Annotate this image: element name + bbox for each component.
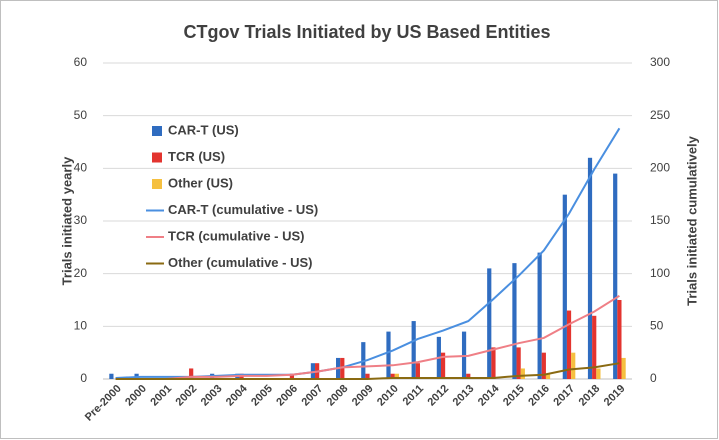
bar [566, 310, 572, 379]
bar [621, 357, 626, 379]
bar [440, 352, 446, 379]
bar [466, 373, 471, 379]
legend-label: Other (cumulative - US) [168, 255, 312, 270]
bar [512, 263, 517, 379]
bar [415, 363, 420, 379]
bar [537, 252, 542, 379]
bar [596, 368, 601, 379]
bar [340, 357, 345, 379]
legend-label: TCR (US) [168, 149, 225, 164]
y2-tick-label: 250 [650, 108, 670, 122]
line [115, 294, 620, 380]
y2-tick-label: 200 [650, 161, 670, 175]
bar [365, 373, 370, 379]
y-tick-label: 40 [74, 161, 88, 175]
y2-tick-label: 150 [650, 213, 670, 227]
y-tick-label: 20 [74, 266, 88, 280]
bar [587, 157, 593, 379]
bar [541, 352, 546, 379]
bar [571, 352, 576, 379]
legend-swatch [152, 179, 162, 189]
chart-title: CTgov Trials Initiated by US Based Entit… [183, 22, 550, 42]
y-tick-label: 30 [74, 213, 88, 227]
y-axis-title: Trials initiated yearly [59, 156, 74, 285]
y2-tick-label: 50 [650, 319, 664, 333]
legend-label: TCR (cumulative - US) [168, 228, 305, 243]
bar [491, 347, 496, 379]
legend-label: CAR-T (US) [168, 122, 239, 137]
bar [411, 321, 416, 379]
bar [545, 373, 551, 379]
bar [617, 300, 622, 379]
y2-tick-label: 0 [650, 371, 657, 385]
bar [562, 194, 567, 379]
y2-tick-label: 300 [650, 55, 670, 69]
bar [390, 373, 395, 379]
legend-label: CAR-T (cumulative - US) [168, 202, 318, 217]
bar [310, 363, 316, 379]
bar [109, 373, 114, 379]
legend-label: Other (US) [168, 175, 233, 190]
y-tick-label: 50 [74, 108, 88, 122]
bar [613, 173, 618, 379]
legend-swatch [152, 152, 162, 163]
y-tick-label: 10 [74, 319, 88, 333]
bar [520, 368, 525, 379]
y-tick-label: 60 [74, 55, 88, 69]
y-tick-label: 0 [80, 371, 87, 385]
bar [394, 373, 399, 379]
bar [289, 373, 295, 379]
bar [386, 331, 391, 379]
line [115, 362, 620, 380]
bar [487, 268, 492, 379]
bar [189, 368, 194, 379]
bar [592, 315, 597, 379]
y2-axis-title: Trials initiated cumulatively [684, 135, 699, 306]
bar [516, 347, 521, 379]
y2-tick-label: 100 [650, 266, 670, 280]
legend-swatch [152, 126, 162, 136]
